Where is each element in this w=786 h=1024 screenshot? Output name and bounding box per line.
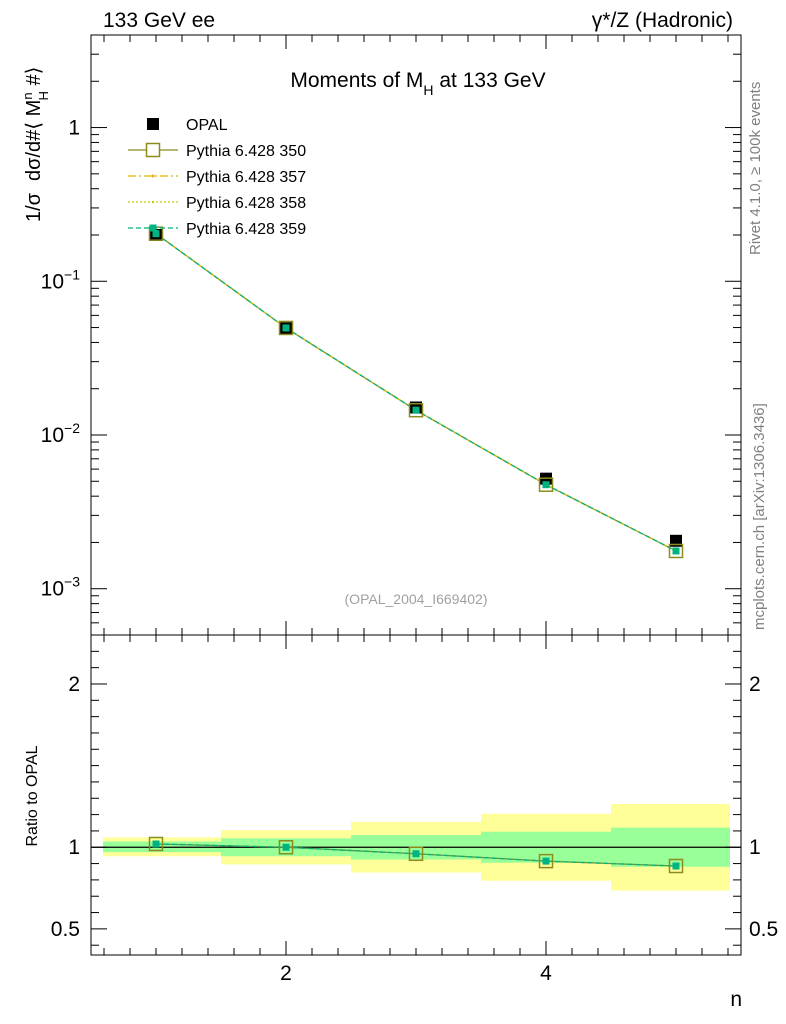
main-plot: 10−3 10−2 10−1 1 Moments of MH at 133 GeV (…	[20, 34, 742, 636]
legend-label: Pythia 6.428 350	[186, 143, 306, 160]
legend-label: Pythia 6.428 359	[186, 221, 306, 238]
legend-label: Pythia 6.428 358	[186, 195, 306, 212]
legend: OPAL Pythia 6.428 350 Pythia 6.428 357 Pyth…	[128, 117, 306, 238]
legend-marker-350	[145, 142, 161, 158]
p350-marker	[668, 543, 684, 559]
ratio-plot: 2 4 0.5 0.5 1 1 2 2 Ratio to OPAL n	[24, 634, 778, 1011]
ratio-marker-359	[152, 840, 160, 848]
series-line-357	[155, 233, 677, 552]
ratio-plot-frame	[90, 634, 742, 956]
x-axis-label: n	[730, 988, 742, 1011]
ratio-y-axis-label: Ratio to OPAL	[24, 745, 41, 846]
ratio-y-tick-label-right: 2	[749, 673, 761, 696]
side-text-bottom: mcplots.cern.ch [arXiv:1306.3436]	[751, 403, 768, 630]
p359-marker	[412, 406, 420, 414]
legend-marker-opal	[147, 118, 159, 130]
p359-marker	[542, 481, 550, 489]
reference-label: (OPAL_2004_I669402)	[345, 591, 488, 607]
header-right: γ*/Z (Hadronic)	[592, 9, 733, 32]
main-y-tick-label: 10−1	[41, 266, 81, 293]
legend-marker-357	[151, 174, 155, 178]
main-y-tick-label: 1	[68, 117, 80, 140]
main-y-tick-label: 10−2	[41, 420, 81, 447]
main-y-axis-label: 1/σdσ/d#⟨ MnH #⟩	[20, 67, 51, 222]
main-y-tick-label: 10−3	[41, 574, 81, 601]
series-line-350	[155, 233, 677, 552]
ratio-marker-350	[668, 858, 684, 874]
ratio-marker-359	[282, 843, 290, 851]
legend-marker-359	[149, 224, 157, 232]
ratio-marker-359	[672, 862, 680, 870]
ratio-marker-359	[542, 857, 550, 865]
p350-marker	[278, 320, 294, 336]
ratio-marker-350	[408, 846, 424, 862]
ratio-marker-350	[538, 853, 554, 869]
p350-marker	[538, 477, 554, 492]
ratio-marker-350	[148, 836, 164, 852]
ratio-y-tick-label: 2	[68, 673, 80, 696]
ratio-x-tick-label: 4	[540, 962, 552, 985]
series-line-359	[155, 233, 677, 552]
ratio-x-tick-label: 2	[280, 962, 292, 985]
legend-label: Pythia 6.428 357	[186, 169, 306, 186]
ratio-y-tick-label-right: 0.5	[749, 918, 778, 941]
legend-marker-358	[151, 200, 155, 204]
ratio-y-tick-label: 1	[68, 836, 80, 859]
p359-marker	[672, 547, 680, 555]
ratio-y-tick-label-right: 1	[749, 836, 761, 859]
ratio-y-tick-label: 0.5	[51, 918, 80, 941]
p359-marker	[152, 230, 160, 238]
side-text-top: Rivet 4.1.0, ≥ 100k events	[747, 82, 764, 255]
legend-label: OPAL	[186, 117, 228, 134]
header-left: 133 GeV ee	[103, 9, 215, 32]
p359-marker	[282, 324, 290, 332]
ratio-marker-350	[278, 839, 294, 855]
ratio-marker-359	[412, 850, 420, 858]
series-line-358	[155, 233, 677, 552]
plot-title: Moments of MH at 133 GeV	[290, 69, 545, 98]
p350-marker	[408, 402, 424, 418]
